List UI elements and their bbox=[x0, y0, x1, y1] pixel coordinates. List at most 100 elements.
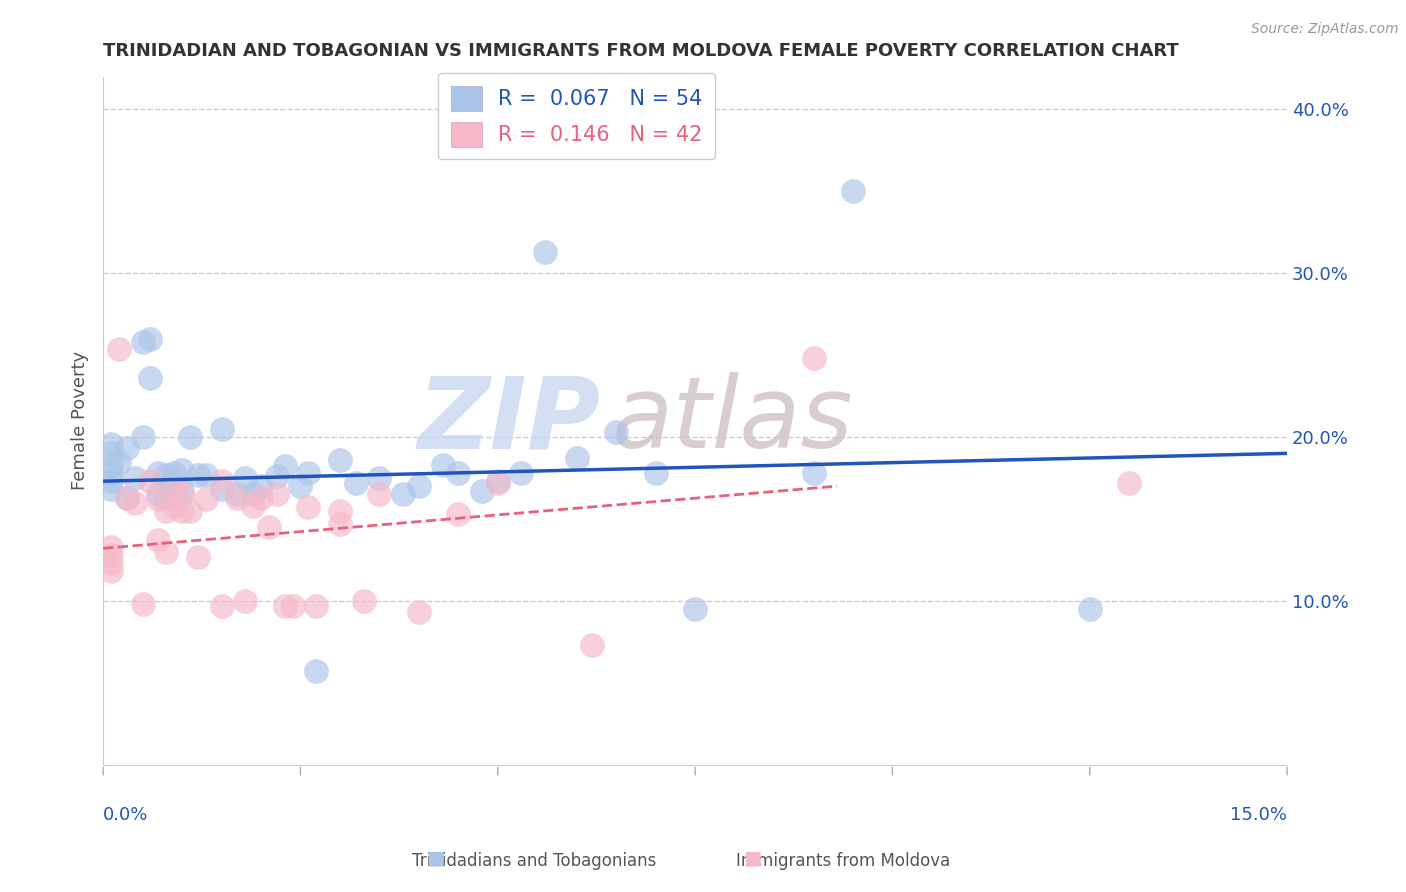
Point bbox=[100, 564, 122, 578]
Point bbox=[100, 540, 122, 554]
Text: ■: ■ bbox=[742, 849, 762, 868]
Point bbox=[226, 491, 249, 505]
Point bbox=[392, 487, 415, 501]
Point bbox=[100, 436, 122, 450]
Point bbox=[305, 664, 328, 678]
Point bbox=[115, 442, 138, 456]
Point bbox=[163, 466, 186, 480]
Text: ZIP: ZIP bbox=[418, 372, 600, 469]
Point bbox=[100, 466, 122, 480]
Point bbox=[281, 599, 304, 613]
Point bbox=[297, 466, 319, 480]
Point bbox=[305, 599, 328, 613]
Point bbox=[100, 474, 122, 488]
Point bbox=[408, 605, 430, 619]
Point bbox=[100, 548, 122, 562]
Point bbox=[163, 483, 186, 497]
Point bbox=[148, 533, 170, 548]
Point bbox=[194, 467, 217, 482]
Point bbox=[100, 556, 122, 570]
Point bbox=[605, 425, 627, 439]
Point bbox=[250, 491, 273, 505]
Point bbox=[368, 471, 391, 485]
Point bbox=[266, 487, 288, 501]
Point bbox=[155, 491, 177, 505]
Text: atlas: atlas bbox=[612, 372, 853, 469]
Point bbox=[581, 638, 603, 652]
Point bbox=[534, 244, 557, 259]
Point bbox=[329, 504, 352, 518]
Point bbox=[187, 467, 209, 482]
Point bbox=[131, 597, 153, 611]
Point bbox=[250, 479, 273, 493]
Text: Source: ZipAtlas.com: Source: ZipAtlas.com bbox=[1251, 22, 1399, 37]
Point bbox=[486, 474, 509, 488]
Text: 15.0%: 15.0% bbox=[1230, 805, 1286, 823]
Point bbox=[211, 422, 233, 436]
Point bbox=[148, 466, 170, 480]
Text: TRINIDADIAN AND TOBAGONIAN VS IMMIGRANTS FROM MOLDOVA FEMALE POVERTY CORRELATION: TRINIDADIAN AND TOBAGONIAN VS IMMIGRANTS… bbox=[103, 42, 1178, 60]
Point bbox=[148, 487, 170, 501]
Point bbox=[266, 469, 288, 483]
Point bbox=[257, 520, 280, 534]
Text: Trinidadians and Tobagonians: Trinidadians and Tobagonians bbox=[412, 852, 657, 870]
Point bbox=[211, 474, 233, 488]
Point bbox=[273, 459, 295, 474]
Point bbox=[226, 487, 249, 501]
Point bbox=[408, 479, 430, 493]
Point bbox=[108, 342, 131, 356]
Point bbox=[1078, 602, 1101, 616]
Point bbox=[139, 332, 162, 346]
Point bbox=[100, 458, 122, 472]
Point bbox=[842, 184, 865, 198]
Point bbox=[290, 479, 312, 493]
Legend: R =  0.067   N = 54, R =  0.146   N = 42: R = 0.067 N = 54, R = 0.146 N = 42 bbox=[439, 73, 716, 160]
Point bbox=[155, 467, 177, 482]
Point bbox=[108, 454, 131, 468]
Point bbox=[432, 458, 454, 472]
Point bbox=[211, 599, 233, 613]
Point bbox=[170, 504, 193, 518]
Point bbox=[163, 500, 186, 515]
Point bbox=[155, 504, 177, 518]
Point bbox=[179, 504, 201, 518]
Point bbox=[100, 446, 122, 460]
Point bbox=[803, 351, 825, 366]
Text: ■: ■ bbox=[426, 849, 446, 868]
Point bbox=[329, 516, 352, 531]
Point bbox=[565, 451, 588, 466]
Point bbox=[170, 487, 193, 501]
Point bbox=[683, 602, 706, 616]
Point bbox=[471, 483, 494, 498]
Point bbox=[344, 475, 367, 490]
Point bbox=[329, 453, 352, 467]
Point bbox=[131, 334, 153, 349]
Point bbox=[139, 474, 162, 488]
Point bbox=[297, 500, 319, 515]
Point bbox=[179, 430, 201, 444]
Point bbox=[510, 466, 533, 480]
Point bbox=[187, 549, 209, 564]
Text: 0.0%: 0.0% bbox=[103, 805, 149, 823]
Point bbox=[353, 594, 375, 608]
Point bbox=[368, 487, 391, 501]
Point bbox=[644, 466, 666, 480]
Point bbox=[100, 483, 122, 497]
Point bbox=[1118, 475, 1140, 490]
Point bbox=[131, 430, 153, 444]
Point bbox=[273, 599, 295, 613]
Point bbox=[115, 491, 138, 505]
Point bbox=[242, 487, 264, 501]
Point bbox=[124, 471, 146, 485]
Point bbox=[242, 499, 264, 513]
Point bbox=[447, 507, 470, 521]
Point bbox=[233, 471, 256, 485]
Point bbox=[139, 371, 162, 385]
Y-axis label: Female Poverty: Female Poverty bbox=[72, 351, 89, 491]
Point bbox=[803, 466, 825, 480]
Text: Immigrants from Moldova: Immigrants from Moldova bbox=[737, 852, 950, 870]
Point bbox=[170, 483, 193, 498]
Point bbox=[447, 466, 470, 480]
Point bbox=[211, 483, 233, 497]
Point bbox=[148, 492, 170, 507]
